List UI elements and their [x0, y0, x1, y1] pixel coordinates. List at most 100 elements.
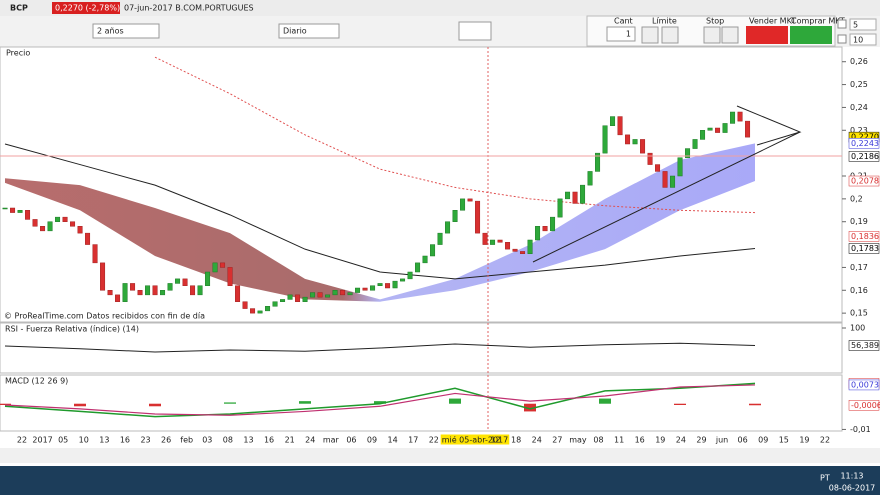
candle: [617, 116, 623, 136]
macd-tick-label: -0,01: [850, 425, 871, 434]
candle: [497, 239, 503, 243]
option2-check[interactable]: [837, 34, 847, 44]
triangle-drawing: [736, 105, 802, 146]
candle: [92, 244, 98, 264]
candle: [632, 139, 638, 145]
price-marker: 0,2078: [851, 177, 879, 186]
candle: [362, 287, 368, 291]
candle: [385, 283, 391, 289]
x-tick-label: 08: [223, 436, 233, 445]
candle: [130, 283, 136, 291]
limit-sell[interactable]: [641, 26, 659, 44]
symbol: BCP: [10, 4, 28, 13]
macd-histogram: [449, 398, 461, 404]
candle: [580, 184, 586, 204]
x-tick-label: 26: [161, 436, 171, 445]
candle: [32, 219, 38, 227]
candle: [715, 127, 721, 133]
candle: [692, 139, 698, 149]
x-tick-label: 16: [264, 436, 274, 445]
candle: [265, 306, 271, 312]
candle: [190, 285, 196, 296]
macd-line: [4, 382, 756, 418]
scrollbar[interactable]: [0, 448, 880, 463]
price-marker-box: [848, 243, 880, 254]
macd-histogram: [374, 401, 386, 404]
candle: [542, 226, 548, 232]
x-tick-label: 29: [696, 436, 706, 445]
option1-check[interactable]: [837, 19, 847, 29]
candle: [152, 285, 158, 296]
sell-button[interactable]: [746, 26, 788, 44]
candle: [707, 127, 713, 131]
x-tick-label: 03: [202, 436, 212, 445]
candle: [250, 308, 256, 314]
candle: [227, 267, 233, 286]
price-marker: 0,1783: [851, 244, 879, 253]
candle: [175, 278, 181, 284]
candle: [280, 299, 286, 302]
candle: [700, 130, 706, 140]
candle: [415, 262, 421, 273]
macd-histogram: [674, 403, 686, 405]
candle: [317, 292, 323, 298]
y-tick-label: 0,17: [850, 263, 868, 272]
x-tick-label: 11: [614, 436, 624, 445]
x-tick-label: jun: [715, 436, 728, 445]
candle: [535, 226, 541, 241]
macd-histogram: [149, 403, 161, 407]
x-tick-label: 08: [593, 436, 603, 445]
x-tick-label: 18: [511, 436, 521, 445]
qty-input[interactable]: [606, 26, 636, 42]
candle: [685, 148, 691, 158]
candle: [737, 111, 743, 122]
candle: [475, 200, 481, 234]
x-tick-label: 06: [346, 436, 356, 445]
y-tick-label: 0,24: [850, 103, 868, 112]
candle: [325, 294, 331, 298]
interval: Diario: [283, 27, 307, 36]
candle: [40, 226, 46, 232]
y-tick-label: 0,25: [850, 80, 868, 89]
macd-histogram: [0, 403, 11, 405]
stop-buy[interactable]: [721, 26, 739, 44]
candle: [55, 216, 61, 222]
candle: [355, 287, 361, 293]
chart-type-button[interactable]: [458, 21, 492, 41]
price-marker-box: [848, 151, 880, 162]
option2-box[interactable]: [849, 33, 877, 46]
candle: [745, 120, 751, 138]
x-tick-label: 15: [779, 436, 789, 445]
candle: [527, 239, 533, 254]
macd-label: MACD (12 26 9): [5, 377, 68, 386]
candle: [107, 290, 113, 296]
x-tick-label: 14: [388, 436, 398, 445]
limit-buy[interactable]: [661, 26, 679, 44]
candle: [587, 171, 593, 186]
candle: [347, 292, 353, 296]
x-tick-label: 06: [738, 436, 748, 445]
charts: 0,260,250,240,230,210,20,190,170,160,150…: [0, 56, 880, 445]
candle: [505, 242, 511, 250]
interval-select[interactable]: [278, 23, 340, 39]
price-marker: 0,2186: [851, 152, 879, 161]
x-tick-label: 22: [17, 436, 27, 445]
candle: [452, 210, 458, 222]
y-tick-label: 0,19: [850, 217, 868, 226]
price-marker-box: [848, 175, 880, 187]
candle: [392, 280, 398, 289]
candle: [670, 175, 676, 188]
x-tick-label: 05: [58, 436, 68, 445]
buy-button[interactable]: [790, 26, 832, 44]
period-select[interactable]: [92, 23, 160, 39]
rsi-marker-box: [848, 340, 880, 351]
stop-sell[interactable]: [703, 26, 721, 44]
candle: [310, 292, 316, 298]
option1-box[interactable]: [849, 18, 877, 31]
price-marker-box: [848, 138, 880, 149]
x-tick-label: 19: [655, 436, 665, 445]
x-tick-label: 16: [120, 436, 130, 445]
candle: [407, 271, 413, 280]
candle: [115, 294, 121, 302]
x-tick-label: feb: [180, 436, 193, 445]
